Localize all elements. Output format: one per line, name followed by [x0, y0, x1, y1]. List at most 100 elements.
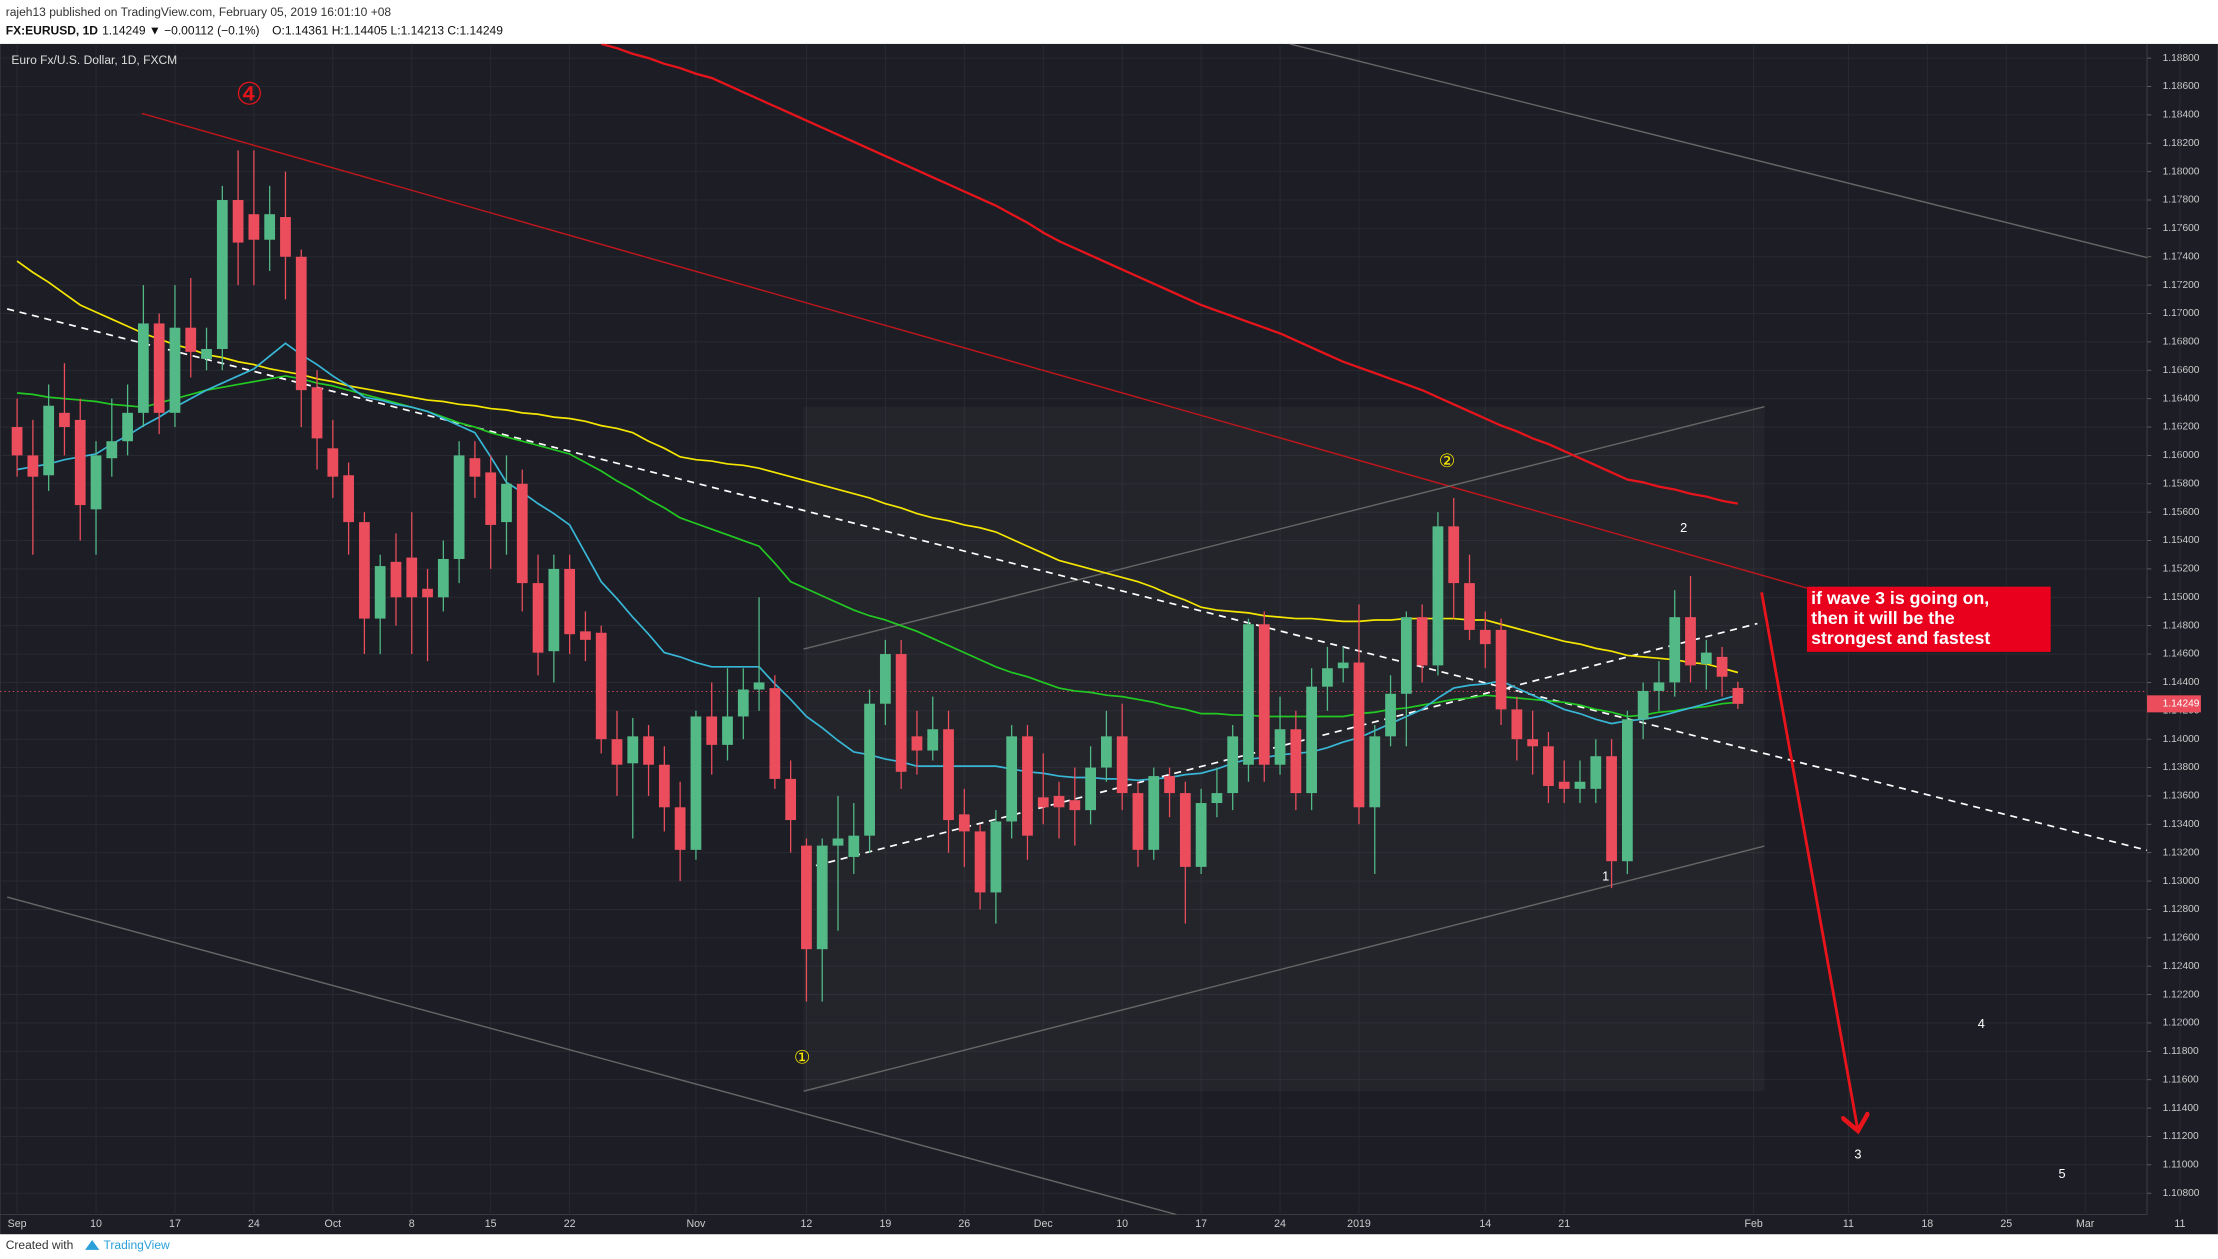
candle-body	[548, 568, 560, 652]
candle-body	[958, 814, 970, 832]
y-tick-label: 1.18200	[2163, 138, 2200, 149]
candle-body	[248, 214, 260, 240]
candle-body	[106, 441, 118, 459]
y-tick-label: 1.10800	[2163, 1188, 2200, 1199]
x-tick-label: 8	[409, 1218, 415, 1230]
candle-body	[1543, 746, 1554, 787]
footer: Created with	[6, 1238, 74, 1252]
header-bg	[0, 0, 2218, 44]
candle-body	[1653, 682, 1665, 691]
candle-body	[1132, 793, 1144, 850]
candle-body	[1558, 781, 1570, 789]
candle-body	[153, 323, 165, 413]
candle-body	[327, 448, 339, 477]
x-tick-label: 21	[1558, 1218, 1570, 1230]
x-tick-label: Oct	[325, 1218, 342, 1230]
candle-body	[216, 200, 228, 349]
wave-label: 5	[2058, 1166, 2065, 1181]
candle-body	[1590, 756, 1602, 789]
candle-body	[1053, 795, 1065, 808]
y-tick-label: 1.18000	[2163, 166, 2200, 177]
candle-body	[627, 736, 639, 764]
candle-body	[864, 703, 875, 836]
candle-body	[1322, 668, 1333, 687]
x-tick-label: 22	[564, 1218, 576, 1230]
candle-body	[311, 387, 323, 439]
candle-body	[1685, 617, 1696, 666]
channel-line	[1289, 43, 2148, 259]
channel-line	[803, 845, 1765, 1092]
candle-body	[1006, 736, 1018, 822]
y-tick-label: 1.13400	[2163, 819, 2200, 830]
y-tick-label: 1.11200	[2163, 1131, 2199, 1142]
candle-body	[43, 405, 55, 476]
candle-body	[1274, 729, 1286, 765]
y-tick-label: 1.13200	[2163, 847, 2200, 858]
wave-label: 4	[1978, 1016, 1985, 1031]
candle-body	[990, 821, 1002, 893]
candle-body	[11, 427, 23, 456]
channel-line	[6, 896, 1177, 1215]
candle-body	[927, 729, 939, 751]
y-tick-label: 1.11000	[2163, 1160, 2199, 1171]
y-tick-label: 1.16400	[2163, 393, 2200, 404]
x-tick-label: 14	[1479, 1218, 1491, 1230]
price-tag	[2147, 695, 2201, 713]
candle-body	[895, 654, 907, 772]
candle-body	[1243, 624, 1254, 765]
candle-body	[706, 716, 718, 745]
candle-body	[1464, 583, 1475, 630]
x-tick-label: 10	[1116, 1218, 1128, 1230]
candle-body	[264, 214, 276, 240]
y-tick-label: 1.15800	[2163, 478, 2200, 489]
wave-label: 3	[1854, 1146, 1861, 1161]
candle-body	[374, 566, 386, 619]
x-tick-label: 11	[2174, 1218, 2185, 1230]
candle-body	[122, 412, 133, 442]
candle-body	[1495, 629, 1507, 710]
x-tick-label: Mar	[2076, 1218, 2095, 1230]
x-tick-label: Dec	[1034, 1218, 1054, 1230]
x-tick-label: 11	[1843, 1218, 1854, 1230]
candle-body	[943, 729, 954, 821]
y-tick-label: 1.11800	[2163, 1046, 2199, 1057]
y-tick-label: 1.18800	[2163, 53, 2200, 64]
candle-body	[1227, 736, 1239, 794]
y-tick-label: 1.14400	[2163, 677, 2200, 688]
candle-body	[690, 716, 702, 850]
candle-body	[816, 845, 828, 950]
candle-body	[769, 688, 781, 779]
y-tick-label: 1.13000	[2163, 876, 2200, 887]
candle-body	[90, 455, 102, 510]
y-tick-label: 1.17400	[2163, 251, 2200, 262]
channel-line	[803, 406, 1765, 650]
y-tick-label: 1.16600	[2163, 365, 2200, 376]
candle-body	[643, 736, 654, 765]
candle-body	[137, 323, 149, 413]
ohlc: O:1.14361 H:1.14405 L:1.14213 C:1.14249	[272, 23, 503, 37]
x-tick-label: Feb	[1745, 1218, 1763, 1230]
trend-line	[141, 112, 1808, 589]
candle-body	[532, 583, 544, 653]
y-tick-label: 1.12200	[2163, 989, 2200, 1000]
candle-body	[390, 561, 402, 598]
x-tick-label: 12	[801, 1218, 813, 1230]
candle-body	[1195, 803, 1207, 867]
chart-title: Euro Fx/U.S. Dollar, 1D, FXCM	[11, 53, 177, 67]
candle-body	[27, 455, 39, 477]
y-tick-label: 1.13800	[2163, 762, 2200, 773]
candle-body	[422, 588, 433, 598]
publisher: rajeh13 published on TradingView.com, Fe…	[6, 5, 392, 19]
candle-body	[74, 419, 86, 506]
candle-body	[232, 200, 244, 243]
candle-body	[1732, 687, 1744, 704]
candle-body	[785, 778, 797, 821]
x-tick-label: 17	[1195, 1218, 1207, 1230]
arrow	[1760, 592, 1858, 1131]
x-tick-label: 15	[485, 1218, 497, 1230]
wave-label: 2	[1680, 520, 1687, 535]
x-tick-label: 19	[879, 1218, 891, 1230]
y-tick-label: 1.11600	[2163, 1074, 2199, 1085]
candle-body	[280, 217, 291, 257]
